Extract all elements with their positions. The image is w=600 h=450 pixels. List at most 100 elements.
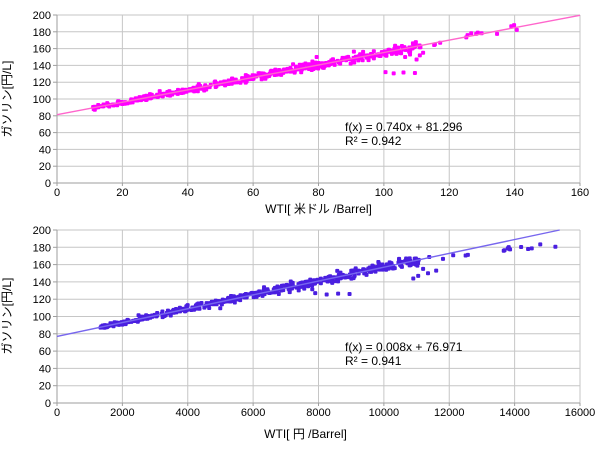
scatter-point <box>332 62 337 67</box>
scatter-point <box>519 244 524 249</box>
y-tick-label: 80 <box>39 329 51 341</box>
scatter-point <box>509 24 514 29</box>
x-tick-label: 20 <box>116 187 128 199</box>
y-tick-label: 100 <box>33 312 51 324</box>
scatter-point <box>125 101 130 106</box>
scatter-point <box>348 61 353 66</box>
scatter-point <box>385 262 390 267</box>
scatter-point <box>502 248 507 253</box>
y-tick-label: 60 <box>39 346 51 358</box>
scatter-point <box>440 256 445 261</box>
scatter-point <box>318 281 323 286</box>
scatter-point <box>434 268 439 273</box>
scatter-point <box>306 284 311 289</box>
scatter-point <box>251 295 256 300</box>
scatter-point <box>351 49 356 54</box>
scatter-point <box>367 265 372 270</box>
y-tick-label: 0 <box>45 398 51 410</box>
chart-usd-trend-equation: f(x) = 0.740x + 81.296 <box>345 120 463 134</box>
scatter-point <box>417 53 422 58</box>
trend-line <box>56 14 581 116</box>
scatter-point <box>514 27 519 32</box>
chart-jpy-y-axis-title: ガソリン[円/L] <box>0 277 14 355</box>
scatter-point <box>238 298 243 303</box>
x-tick-label: 10000 <box>369 407 400 419</box>
scatter-point <box>340 55 345 60</box>
y-tick-label: 40 <box>39 363 51 375</box>
scatter-point <box>336 291 341 296</box>
x-tick-label: 16000 <box>565 407 596 419</box>
scatter-point <box>157 89 162 94</box>
scatter-point <box>380 262 385 267</box>
scatter-point <box>495 31 500 36</box>
scatter-point <box>411 276 416 281</box>
scatter-point <box>272 68 277 73</box>
scatter-point <box>553 244 558 249</box>
x-tick-label: 80 <box>312 187 324 199</box>
scatter-point <box>413 40 418 45</box>
scatter-point <box>308 277 313 282</box>
y-tick-label: 40 <box>39 144 51 156</box>
scatter-point <box>300 280 305 285</box>
scatter-point <box>394 51 399 56</box>
scatter-point <box>383 53 388 58</box>
scatter-point <box>259 77 264 82</box>
scatter-point <box>364 272 369 277</box>
scatter-point <box>167 89 172 94</box>
chart-usd-trend-r-squared: R² = 0.942 <box>345 134 402 148</box>
scatter-point <box>316 66 321 71</box>
scatter-point <box>277 68 282 73</box>
scatter-point <box>207 305 212 310</box>
scatter-point <box>412 70 417 75</box>
scatter-point <box>391 71 396 76</box>
scatter-point <box>287 290 292 295</box>
scatter-point <box>351 276 356 281</box>
scatter-point <box>506 245 511 250</box>
scatter-point <box>386 266 391 271</box>
x-tick-label: 0 <box>54 407 60 419</box>
x-tick-label: 2000 <box>110 407 134 419</box>
scatter-point <box>162 313 167 318</box>
scatter-point <box>302 286 307 291</box>
scatter-point <box>404 256 409 261</box>
scatter-point <box>383 70 388 75</box>
scatter-point <box>421 266 426 271</box>
scatter-point <box>310 287 315 292</box>
scatter-point <box>303 61 308 66</box>
scatter-point <box>291 62 296 67</box>
chart-usd-trend-annotation: f(x) = 0.740x + 81.296 R² = 0.942 <box>345 120 462 148</box>
trend-line <box>56 229 560 338</box>
scatter-point <box>426 271 431 276</box>
x-tick-label: 12000 <box>434 407 465 419</box>
y-tick-label: 180 <box>33 242 51 254</box>
scatter-point <box>414 57 419 62</box>
y-tick-label: 20 <box>39 161 51 173</box>
scatter-point <box>347 292 352 297</box>
chart-jpy-trend-equation: f(x) = 0.008x + 76.971 <box>345 340 463 354</box>
x-tick-label: 6000 <box>241 407 265 419</box>
chart-jpy-trend-r-squared: R² = 0.941 <box>345 354 402 368</box>
scatter-point <box>212 80 217 85</box>
y-tick-label: 160 <box>33 44 51 56</box>
chart-usd-y-axis-title: ガソリン[円/L] <box>0 60 14 138</box>
scatter-point <box>335 268 340 273</box>
scatter-point <box>275 284 280 289</box>
scatter-point <box>321 65 326 70</box>
y-tick-label: 0 <box>45 178 51 190</box>
scatter-point <box>403 55 408 59</box>
y-tick-label: 200 <box>33 10 51 22</box>
y-tick-label: 200 <box>33 225 51 237</box>
x-tick-label: 8000 <box>306 407 330 419</box>
x-tick-label: 60 <box>247 187 259 199</box>
chart-usd-x-axis-title: WTI[ 米ドル /Barrel] <box>265 202 372 216</box>
scatter-point <box>416 273 421 278</box>
x-tick-label: 160 <box>571 187 589 199</box>
y-tick-label: 160 <box>33 260 51 272</box>
scatter-point <box>306 62 311 67</box>
scatter-point <box>288 279 293 284</box>
x-tick-label: 100 <box>375 187 393 199</box>
y-tick-label: 120 <box>33 294 51 306</box>
scatter-point <box>115 103 120 108</box>
